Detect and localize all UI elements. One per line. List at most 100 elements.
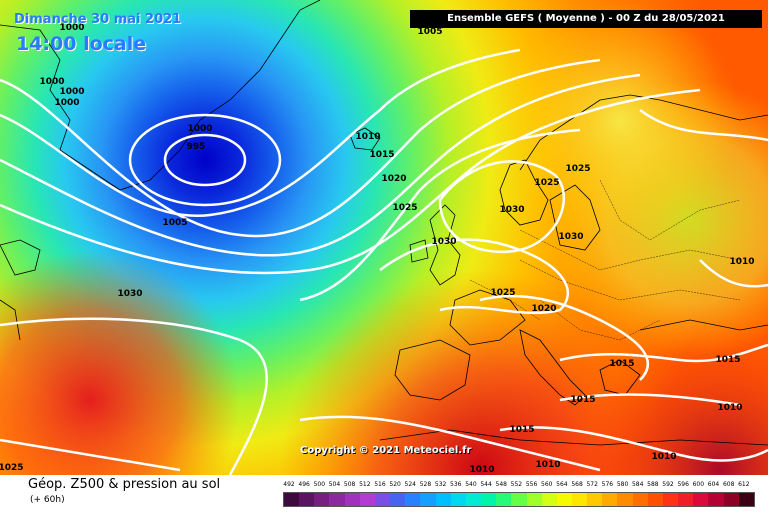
isobar-label: 1030: [117, 289, 142, 299]
scale-swatch: [617, 493, 633, 506]
scale-label: 544: [480, 481, 492, 488]
scale-label: 524: [404, 481, 416, 488]
scale-label: 568: [571, 481, 583, 488]
isobar-label: 1010: [355, 132, 380, 142]
scale-label: 572: [586, 481, 598, 488]
borders: [469, 179, 741, 341]
scale-swatch: [556, 493, 572, 506]
forecast-time: 14:00 locale: [16, 33, 147, 55]
scale-swatch: [571, 493, 588, 506]
isobar-label: 1015: [369, 150, 394, 160]
isobar-label: 1005: [162, 218, 187, 228]
scale-label: 564: [556, 481, 568, 488]
isobar-label: 1000: [59, 23, 84, 33]
isobar-label: 1000: [54, 98, 79, 108]
isobar-label: 1025: [0, 463, 24, 473]
scale-label: 584: [631, 481, 644, 488]
isobar-label: 1010: [717, 403, 742, 413]
scale-label: 552: [510, 481, 523, 488]
scale-swatch: [511, 493, 527, 506]
scale-swatch: [284, 493, 300, 506]
isobar-label: 1030: [499, 205, 524, 215]
scale-swatch: [526, 493, 542, 506]
color-scale-labels: 492 496 500 504 508 512 516 520 524 528 532 536 540 5…: [283, 481, 753, 491]
isobar-label: 1025: [392, 203, 417, 213]
scale-swatch: [723, 493, 739, 506]
scale-swatch: [481, 493, 497, 506]
pressure-map: 1000 1005 1000 1000 1000 1000 995 1005 1…: [0, 0, 768, 475]
legend-footer: Géop. Z500 & pression au sol (+ 60h) 492…: [0, 475, 768, 512]
scale-label: 504: [328, 481, 341, 488]
scale-swatch: [420, 493, 436, 506]
model-run-banner: Ensemble GEFS ( Moyenne ) - 00 Z du 28/0…: [410, 10, 762, 28]
scale-label: 600: [692, 481, 705, 488]
scale-label: 516: [374, 481, 386, 488]
scale-swatch: [602, 493, 618, 506]
scale-label: 592: [662, 481, 674, 488]
scale-label: 496: [298, 481, 310, 488]
scale-label: 520: [389, 481, 401, 488]
scale-label: 528: [419, 481, 432, 488]
isobar-label: 1010: [651, 452, 676, 462]
scale-label: 596: [677, 481, 689, 488]
scale-label: 512: [359, 481, 371, 488]
isobar-label: 1015: [715, 355, 740, 365]
scale-swatch: [390, 493, 406, 506]
scale-swatch: [632, 493, 648, 506]
isobar-label: 1010: [535, 460, 560, 470]
isobar-label: 1000: [59, 87, 84, 97]
scale-swatch: [329, 493, 345, 506]
legend-subtitle: (+ 60h): [30, 495, 65, 505]
isobar-label: 1015: [509, 425, 534, 435]
isobar-label: 1000: [39, 77, 64, 87]
scale-label: 604: [707, 481, 720, 488]
color-scale-bar: [283, 492, 755, 507]
scale-swatch: [693, 493, 709, 506]
isobar-label-layer: 1000 1005 1000 1000 1000 1000 995 1005 1…: [0, 23, 755, 473]
isobar-label: 1010: [469, 465, 494, 475]
scale-swatch: [405, 493, 421, 506]
forecast-date: Dimanche 30 mai 2021: [14, 12, 182, 27]
scale-swatch: [465, 493, 482, 506]
scale-label: 548: [495, 481, 507, 488]
scale-swatch: [450, 493, 466, 506]
isobar-label: 1000: [187, 124, 212, 134]
scale-label: 576: [601, 481, 614, 488]
scale-swatch: [647, 493, 663, 506]
isobar-label: 1025: [534, 178, 559, 188]
scale-swatch: [374, 493, 391, 506]
copyright-notice: Copyright © 2021 Meteociel.fr: [300, 445, 472, 456]
scale-swatch: [314, 493, 330, 506]
scale-swatch: [299, 493, 315, 506]
scale-label: 500: [313, 481, 326, 488]
isobar-label: 1030: [431, 237, 456, 247]
isobar-label: 1025: [565, 164, 590, 174]
coastlines: [0, 0, 768, 446]
scale-label: 588: [647, 481, 659, 488]
scale-label: 536: [450, 481, 462, 488]
scale-swatch: [344, 493, 360, 506]
isobar-label: 1015: [570, 395, 595, 405]
scale-label: 560: [541, 481, 553, 488]
scale-swatch: [738, 493, 754, 506]
isobar-label: 1020: [531, 304, 556, 314]
scale-swatch: [678, 493, 694, 506]
scale-label: 556: [525, 481, 538, 488]
isobar-label: 1030: [558, 232, 583, 242]
isobar-label: 995: [187, 142, 206, 152]
scale-label: 532: [434, 481, 447, 488]
scale-label: 492: [283, 481, 295, 488]
legend-title: Géop. Z500 & pression au sol: [28, 477, 221, 492]
isobar-label: 1015: [609, 359, 634, 369]
scale-swatch: [496, 493, 512, 506]
scale-swatch: [541, 493, 557, 506]
isobar-label: 1005: [417, 27, 442, 37]
scale-label: 580: [616, 481, 629, 488]
scale-label: 612: [738, 481, 750, 488]
scale-label: 608: [722, 481, 735, 488]
isobar-label: 1010: [729, 257, 754, 267]
scale-swatch: [587, 493, 603, 506]
scale-label: 508: [343, 481, 356, 488]
isobars: [0, 48, 768, 475]
scale-swatch: [662, 493, 679, 506]
